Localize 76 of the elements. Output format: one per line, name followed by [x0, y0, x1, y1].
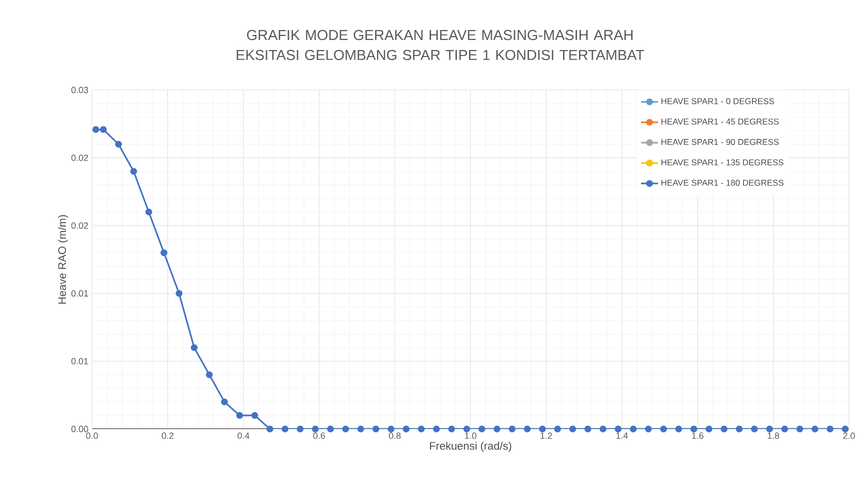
point — [584, 426, 592, 432]
point — [92, 126, 100, 133]
point — [100, 126, 107, 133]
x-tick-label: 0.4 — [238, 432, 250, 439]
point — [206, 371, 213, 378]
point — [342, 426, 349, 432]
x-tick-label: 1.0 — [464, 432, 476, 439]
point — [645, 426, 652, 432]
point — [296, 426, 304, 432]
y-tick-label: 0.02 — [71, 222, 88, 229]
point — [266, 426, 274, 432]
point — [433, 426, 440, 432]
legend-label: HEAVE SPAR1 - 135 DEGRESS — [662, 159, 784, 166]
point — [826, 426, 834, 432]
point — [372, 426, 380, 432]
point — [660, 426, 667, 432]
point — [448, 426, 455, 432]
x-tick-label: 0.0 — [86, 432, 98, 439]
x-tick-label: 1.6 — [692, 432, 704, 439]
point — [539, 426, 546, 432]
point — [388, 426, 394, 432]
point — [251, 412, 258, 419]
legend-label: HEAVE SPAR1 - 180 DEGRESS — [662, 180, 784, 186]
point — [357, 426, 364, 432]
point — [675, 426, 682, 432]
point — [554, 426, 561, 432]
point — [478, 426, 486, 432]
point — [630, 426, 637, 432]
x-tick-label: 1.4 — [616, 432, 628, 439]
x-tick-label: 0.8 — [388, 432, 401, 439]
point — [327, 426, 334, 432]
point — [569, 426, 576, 432]
point — [508, 426, 516, 432]
point — [736, 426, 743, 432]
point — [690, 426, 698, 432]
point — [115, 140, 122, 148]
legend-label: HEAVE SPAR1 - 90 DEGRESS — [662, 138, 779, 145]
point — [282, 426, 288, 432]
point — [494, 426, 500, 432]
y-tick-label: 0.01 — [71, 358, 88, 364]
x-tick-label: 0.6 — [313, 432, 325, 439]
x-tick-label: 0.2 — [162, 432, 174, 439]
point — [524, 426, 531, 432]
y-tick-label: 0.01 — [71, 290, 88, 297]
x-tick-label: 2.0 — [843, 432, 855, 439]
point — [176, 290, 182, 297]
point — [706, 426, 712, 432]
y-tick-label: 0.02 — [71, 154, 88, 161]
point — [614, 426, 622, 432]
legend-label: HEAVE SPAR1 - 0 DEGRESS — [662, 98, 774, 104]
y-axis-title: Heave RAO (m/m) — [58, 215, 68, 304]
chart-title: GRAFIK MODE GERAKAN HEAVE MASING-MASIH ARAH EKSITASI GELOMBANG SPAR TIPE 1 KONDISI TERTAMBAT — [236, 30, 644, 60]
point — [781, 426, 788, 432]
point — [750, 426, 758, 432]
point — [418, 426, 425, 432]
point — [463, 426, 470, 432]
point — [190, 344, 198, 352]
point — [720, 426, 728, 432]
point — [130, 168, 138, 175]
point — [796, 426, 804, 432]
point — [160, 249, 168, 256]
x-axis-title: Frekuensi (rad/s) — [430, 442, 512, 452]
x-tick-label: 1.2 — [540, 432, 552, 439]
point — [812, 426, 818, 432]
point — [145, 208, 152, 216]
point — [766, 426, 773, 432]
x-tick-label: 1.8 — [768, 432, 780, 439]
point — [600, 426, 606, 432]
point — [312, 426, 319, 432]
y-tick-label: 0.03 — [71, 86, 88, 94]
point — [842, 426, 849, 432]
point — [402, 426, 410, 432]
point — [236, 412, 244, 419]
y-tick-label: 0.00 — [71, 426, 88, 432]
legend-label: HEAVE SPAR1 - 45 DEGRESS — [662, 118, 779, 125]
point — [221, 398, 228, 406]
